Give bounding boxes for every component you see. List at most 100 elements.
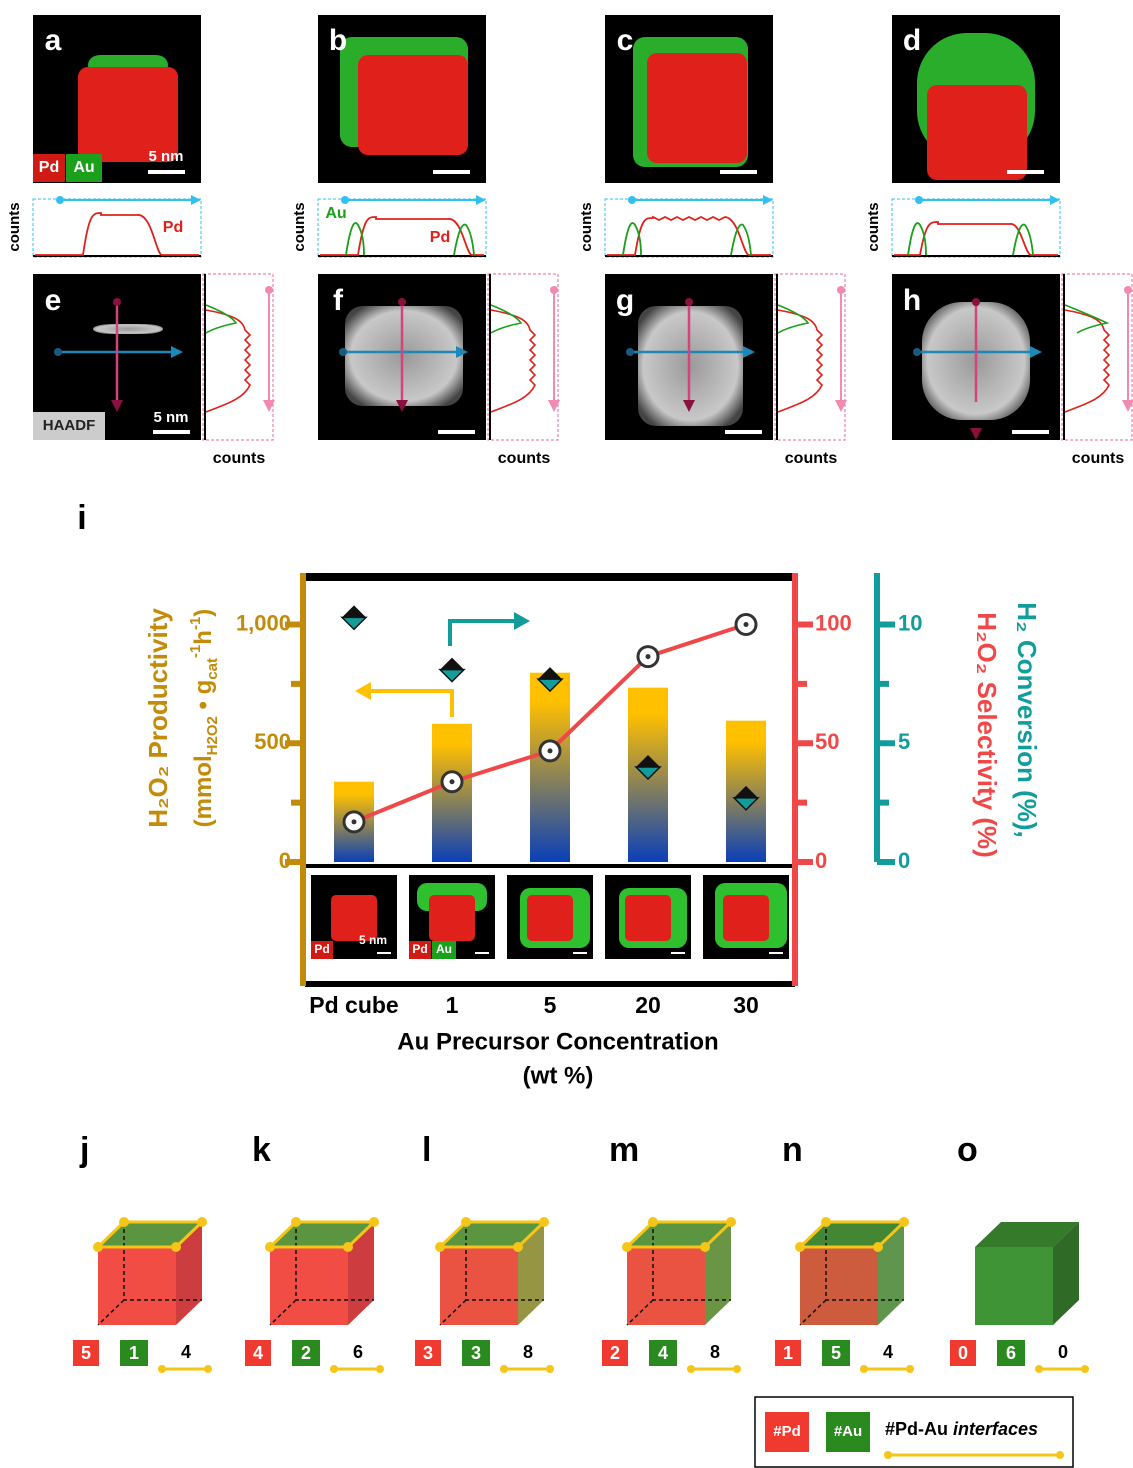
interface-node (369, 1217, 379, 1227)
legend-label: #Pd-Au interfaces (885, 1419, 1038, 1439)
legend-label: #Au (834, 1423, 862, 1440)
count: 5 (831, 1343, 841, 1363)
panel-letter: k (252, 1131, 271, 1169)
arrow (450, 621, 515, 646)
interface-node (343, 1242, 353, 1252)
cube-front (270, 1247, 348, 1325)
x-tick-label: Pd cube (309, 992, 398, 1018)
interface-node (687, 1365, 695, 1373)
label-part: -1 (187, 617, 204, 630)
x-axis-label: (wt %) (523, 1062, 594, 1089)
interface-node (622, 1242, 632, 1252)
pd-core (647, 53, 747, 163)
tick-label: 5 (898, 729, 910, 754)
label-part: cat (204, 658, 221, 680)
interface-node (291, 1217, 301, 1227)
marker-dot (548, 748, 553, 753)
cube-front (975, 1247, 1053, 1325)
tick-label: 10 (898, 610, 922, 635)
panel-letter: m (609, 1131, 639, 1169)
bar (530, 673, 570, 862)
profile-box (775, 274, 845, 440)
arrow-start (398, 298, 406, 306)
pd-core (927, 85, 1027, 180)
arrow-head (355, 682, 371, 700)
count: 0 (958, 1343, 968, 1363)
legend-tag: Au (73, 159, 94, 176)
arrow-head (1050, 195, 1060, 205)
label-part: #Pd-Au (885, 1419, 953, 1439)
legend-tag: HAADF (43, 417, 96, 434)
au-profile (1065, 305, 1107, 333)
pd-profile (1065, 310, 1109, 412)
interface-node (860, 1365, 868, 1373)
interface-node (93, 1242, 103, 1252)
arrow-head (476, 195, 486, 205)
marker (342, 617, 366, 629)
profile-label: Au (325, 205, 346, 222)
count: 8 (523, 1342, 533, 1362)
tick-label: 100 (815, 610, 852, 635)
interface-node (1035, 1365, 1043, 1373)
arrow-start (628, 196, 636, 204)
marker-dot (744, 622, 749, 627)
arrow-start (626, 348, 634, 356)
arrow-start (685, 298, 693, 306)
label-part: • g (190, 680, 217, 716)
cube-front (98, 1247, 176, 1325)
scale-label: 5 nm (148, 148, 183, 165)
arrow-start (341, 196, 349, 204)
x-tick-label: 20 (635, 992, 661, 1018)
count: 4 (181, 1342, 191, 1362)
tick-label: 1,000 (236, 610, 291, 635)
interface-node (884, 1451, 892, 1459)
legend-label: #Pd (773, 1423, 801, 1440)
axis-label: counts (865, 202, 882, 251)
arrow-start (1124, 286, 1132, 294)
figure: a5 nmPdAuPdcountse5 nmHAADFcountsbAuPdco… (0, 0, 1133, 1468)
arrow-head (1122, 400, 1133, 412)
label-part: interfaces (953, 1419, 1038, 1439)
axis-label: counts (498, 450, 551, 467)
pd-profile (894, 222, 1058, 255)
arrow-start (972, 298, 980, 306)
tick-label: 500 (254, 729, 291, 754)
pd-core (358, 55, 468, 155)
pd-core (527, 895, 573, 941)
interface-node (726, 1217, 736, 1227)
y-axis-label: (mmolH2O2 • gcat-1h-1) (187, 609, 221, 828)
profile-label: Pd (430, 229, 450, 246)
arrow-start (915, 196, 923, 204)
label-part: (mmol (190, 755, 217, 827)
label-part: H2O2 (204, 716, 221, 755)
interface-node (1081, 1365, 1089, 1373)
marker-dot (646, 654, 651, 659)
pd-profile (320, 217, 484, 255)
arrow-head (763, 195, 773, 205)
panel-letter: n (782, 1131, 803, 1169)
panel-letter: a (45, 24, 62, 57)
au-profile (623, 223, 751, 255)
interface-node (204, 1365, 212, 1373)
tick-label: 0 (279, 848, 291, 873)
axis-label: counts (1072, 450, 1125, 467)
count: 4 (658, 1343, 668, 1363)
interface-node (119, 1217, 129, 1227)
pd-core (429, 895, 475, 941)
pd-core (625, 895, 671, 941)
label-part: h (190, 630, 217, 645)
profile-box (1062, 274, 1132, 440)
panel-letter: g (616, 284, 634, 317)
panel-letter: e (45, 284, 62, 317)
arrow-start (339, 348, 347, 356)
count: 3 (423, 1343, 433, 1363)
panel-letter: i (77, 499, 86, 537)
pd-core (723, 895, 769, 941)
y3-axis-label: H₂ Conversion (%), (1012, 602, 1042, 837)
axis-label: counts (6, 202, 23, 251)
marker-dot (450, 779, 455, 784)
au-profile (778, 305, 808, 333)
au-profile (346, 223, 474, 255)
count: 4 (253, 1343, 263, 1363)
interface-node (171, 1242, 181, 1252)
